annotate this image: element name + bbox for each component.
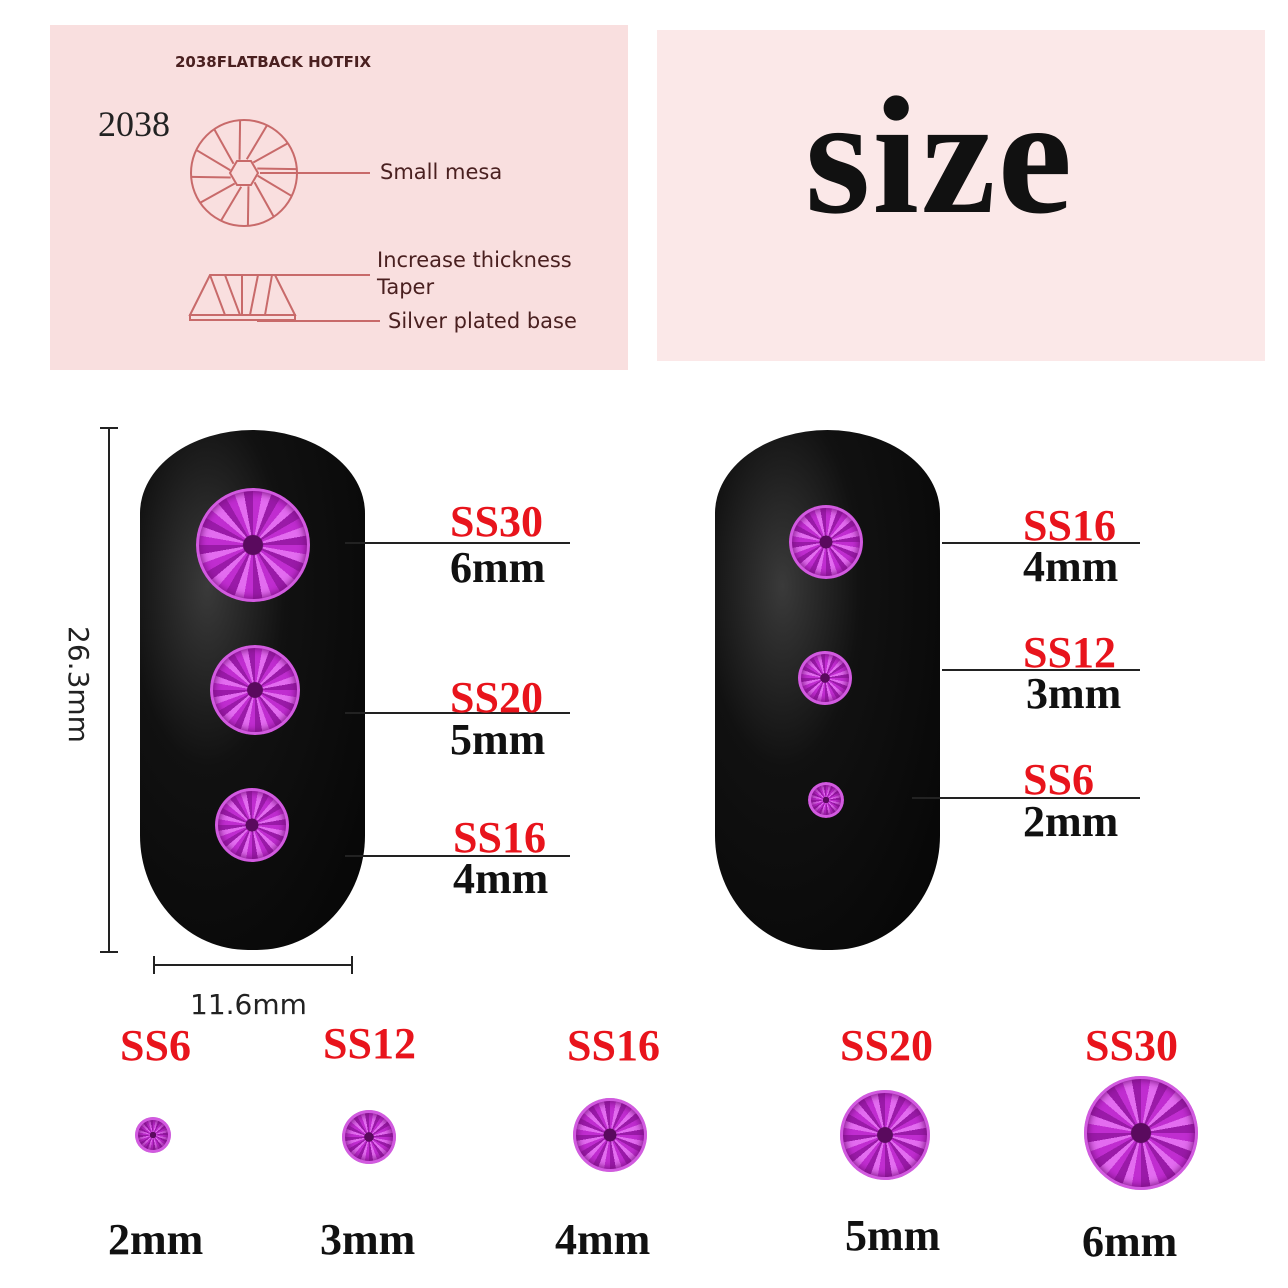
row-code: SS20 <box>840 1021 933 1070</box>
dimension-cap <box>351 956 353 974</box>
rhinestone-ss16 <box>215 788 289 862</box>
height-dimension-line <box>108 427 110 953</box>
rhinestone-2mm <box>135 1117 171 1153</box>
title-panel <box>657 30 1265 361</box>
leader-line <box>912 797 1140 799</box>
size-code: SS30 <box>450 497 543 546</box>
row-mm: 4mm <box>555 1215 651 1264</box>
row-mm: 2mm <box>108 1215 204 1264</box>
size-mm: 6mm <box>450 543 546 592</box>
width-dimension-line <box>153 964 353 966</box>
size-code: SS6 <box>1023 755 1094 804</box>
rhinestone-ss12 <box>798 651 852 705</box>
dimension-cap <box>153 956 155 974</box>
callout-small-mesa: Small mesa <box>380 160 503 184</box>
height-label: 26.3mm <box>61 626 95 743</box>
facet-line <box>195 149 231 172</box>
rhinestone-ss16 <box>789 505 863 579</box>
rhinestone-6mm <box>1084 1076 1198 1190</box>
rhinestone-4mm <box>573 1098 647 1172</box>
panel-header: 2038FLATBACK HOTFIX <box>175 53 372 71</box>
dimension-cap <box>100 427 118 429</box>
stone-structure-drawing <box>188 119 380 322</box>
row-code: SS12 <box>323 1019 416 1068</box>
dimension-cap <box>100 951 118 953</box>
rhinestone-ss20 <box>210 645 300 735</box>
facet-line <box>257 167 297 171</box>
facet-line <box>213 128 235 165</box>
facet-line <box>245 124 268 160</box>
size-code: SS20 <box>450 673 543 722</box>
size-mm: 5mm <box>450 715 546 764</box>
width-label: 11.6mm <box>190 988 307 1021</box>
rhinestone-3mm <box>342 1110 396 1164</box>
size-mm: 4mm <box>1023 542 1119 591</box>
size-code: SS12 <box>1023 628 1116 677</box>
model-number: 2038 <box>98 104 170 144</box>
callout-taper: Taper <box>377 275 435 299</box>
size-mm: 2mm <box>1023 797 1119 846</box>
facet-line <box>253 181 275 218</box>
leader-line <box>942 542 1140 544</box>
callout-thickness: Increase thickness <box>377 248 572 272</box>
row-mm: 6mm <box>1082 1217 1178 1266</box>
facet-line <box>199 182 236 204</box>
leader-line <box>345 855 570 857</box>
facet-line <box>220 186 243 222</box>
facet-line <box>246 186 250 226</box>
row-code: SS30 <box>1085 1021 1178 1070</box>
leader-line <box>942 669 1140 671</box>
rhinestone-ss30 <box>196 488 310 602</box>
facet-line <box>252 142 289 164</box>
size-code: SS16 <box>453 813 546 862</box>
facet-line <box>191 175 231 179</box>
facet-line <box>257 174 293 197</box>
row-code: SS6 <box>120 1021 191 1070</box>
title: size <box>805 63 1075 249</box>
size-code: SS16 <box>1023 501 1116 550</box>
rhinestone-ss6 <box>808 782 844 818</box>
structure-panel: 2038FLATBACK HOTFIX 2038 Small mesa Incr… <box>50 25 628 370</box>
row-code: SS16 <box>567 1021 660 1070</box>
facet-line <box>238 120 242 160</box>
callout-base: Silver plated base <box>388 309 577 333</box>
row-mm: 5mm <box>845 1211 941 1260</box>
size-mm: 4mm <box>453 854 549 903</box>
leader-line <box>345 542 570 544</box>
row-mm: 3mm <box>320 1215 416 1264</box>
rhinestone-5mm <box>840 1090 930 1180</box>
leader-line <box>345 712 570 714</box>
size-mm: 3mm <box>1026 669 1122 718</box>
